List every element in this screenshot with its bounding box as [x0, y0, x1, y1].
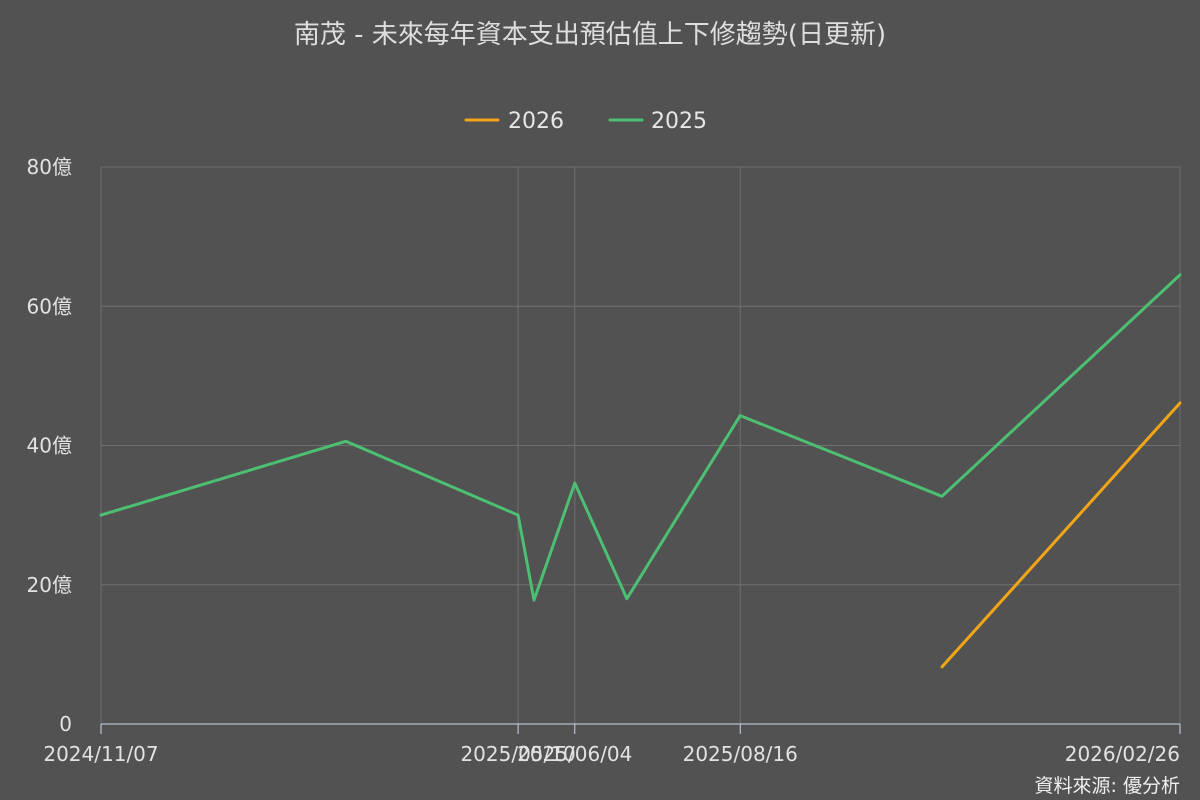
- series-2025-point[interactable]: [529, 595, 539, 605]
- series-2025-point[interactable]: [937, 491, 947, 501]
- source-credit[interactable]: 資料來源: 優分析: [1035, 775, 1180, 797]
- legend-item-series-1[interactable]: 2025: [608, 109, 707, 134]
- legend: 2026 2025: [464, 109, 707, 134]
- y-tick-label: 80億: [27, 155, 72, 179]
- series-2025-line[interactable]: [99, 273, 1182, 602]
- y-axis: 0 20億 40億 60億 80億: [27, 155, 72, 736]
- series-2025-point[interactable]: [570, 478, 580, 488]
- y-tick-label: 0: [59, 712, 72, 736]
- series-2025-point[interactable]: [513, 510, 523, 520]
- series-2025-point[interactable]: [96, 510, 106, 520]
- series-2026: [937, 398, 1185, 672]
- x-tick-label: 2024/11/07: [43, 742, 158, 766]
- series-2025: [96, 270, 1185, 605]
- y-tick-label: 20億: [27, 573, 72, 597]
- plot-grid: [100, 166, 1181, 724]
- series-layer: [96, 270, 1185, 672]
- series-2025-point[interactable]: [622, 594, 632, 604]
- legend-label: 2026: [508, 109, 564, 134]
- y-tick-label: 60億: [27, 294, 72, 318]
- series-2026-point[interactable]: [1175, 398, 1185, 408]
- series-2025-point[interactable]: [341, 436, 351, 446]
- x-tick-label: 2026/02/26: [1065, 742, 1180, 766]
- legend-item-series-0[interactable]: 2026: [464, 109, 564, 134]
- x-tick-label: 2025/08/16: [683, 742, 798, 766]
- y-tick-label: 40億: [27, 434, 72, 458]
- series-2025-point[interactable]: [735, 411, 745, 421]
- x-tick-label: 2025/06/04: [517, 742, 632, 766]
- chart-title: 南茂 - 未來每年資本支出預估值上下修趨勢(日更新): [294, 20, 886, 50]
- series-2025-point[interactable]: [1175, 270, 1185, 280]
- legend-label: 2025: [651, 109, 707, 134]
- series-2026-point[interactable]: [937, 662, 947, 672]
- x-tick-label: 2025/05/10: [460, 742, 575, 766]
- series-2026-line[interactable]: [940, 401, 1182, 669]
